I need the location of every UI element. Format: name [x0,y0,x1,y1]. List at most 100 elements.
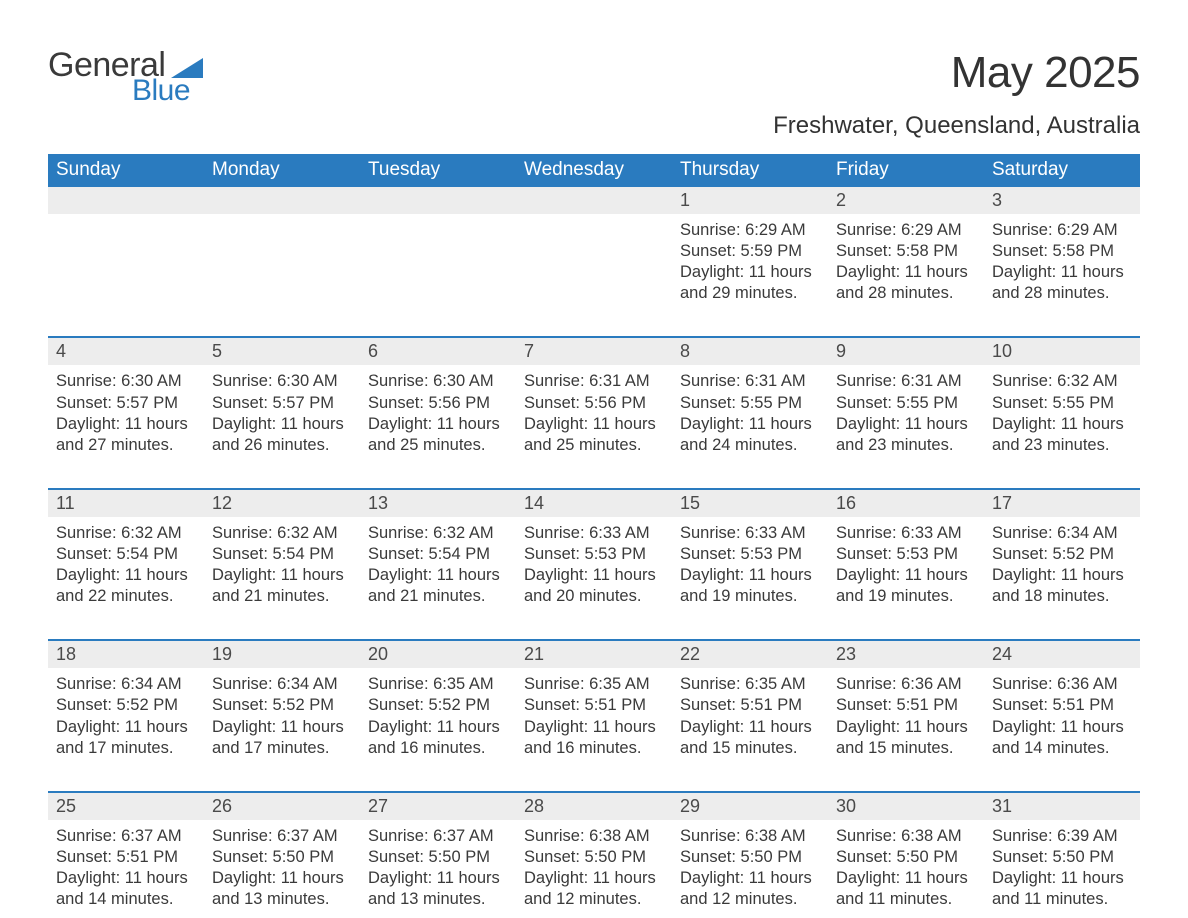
day-cell: Sunrise: 6:35 AMSunset: 5:52 PMDaylight:… [360,668,516,766]
day-cell [360,214,516,312]
sunrise-text: Sunrise: 6:38 AM [836,826,976,847]
daylight-text: Daylight: 11 hours and 21 minutes. [212,565,352,607]
sunset-text: Sunset: 5:54 PM [368,544,508,565]
sunset-text: Sunset: 5:50 PM [524,847,664,868]
day-cell: Sunrise: 6:32 AMSunset: 5:54 PMDaylight:… [360,517,516,615]
day-number: 14 [516,490,672,517]
day-number [516,187,672,214]
sunset-text: Sunset: 5:51 PM [992,695,1132,716]
day-cell [48,214,204,312]
day-number: 11 [48,490,204,517]
day-number-row: 11121314151617 [48,490,1140,517]
day-cell: Sunrise: 6:37 AMSunset: 5:50 PMDaylight:… [360,820,516,918]
sunrise-text: Sunrise: 6:37 AM [212,826,352,847]
day-cell: Sunrise: 6:33 AMSunset: 5:53 PMDaylight:… [672,517,828,615]
month-title: May 2025 [773,48,1140,98]
day-number [48,187,204,214]
day-number: 13 [360,490,516,517]
day-cell: Sunrise: 6:36 AMSunset: 5:51 PMDaylight:… [984,668,1140,766]
sunset-text: Sunset: 5:51 PM [836,695,976,716]
day-cell: Sunrise: 6:37 AMSunset: 5:51 PMDaylight:… [48,820,204,918]
sunrise-text: Sunrise: 6:29 AM [992,220,1132,241]
sunset-text: Sunset: 5:55 PM [680,393,820,414]
sunrise-text: Sunrise: 6:33 AM [524,523,664,544]
week-row: 18192021222324Sunrise: 6:34 AMSunset: 5:… [48,639,1140,766]
sunset-text: Sunset: 5:51 PM [56,847,196,868]
sunrise-text: Sunrise: 6:35 AM [680,674,820,695]
day-cell: Sunrise: 6:34 AMSunset: 5:52 PMDaylight:… [204,668,360,766]
daylight-text: Daylight: 11 hours and 11 minutes. [992,868,1132,910]
daylight-text: Daylight: 11 hours and 26 minutes. [212,414,352,456]
day-number: 23 [828,641,984,668]
sunset-text: Sunset: 5:57 PM [212,393,352,414]
sunrise-text: Sunrise: 6:34 AM [212,674,352,695]
week-row: 25262728293031Sunrise: 6:37 AMSunset: 5:… [48,791,1140,918]
day-header-friday: Friday [828,154,984,187]
daylight-text: Daylight: 11 hours and 16 minutes. [524,717,664,759]
day-number: 12 [204,490,360,517]
sunrise-text: Sunrise: 6:33 AM [680,523,820,544]
sunset-text: Sunset: 5:50 PM [992,847,1132,868]
sunrise-text: Sunrise: 6:32 AM [368,523,508,544]
day-cell [516,214,672,312]
sunset-text: Sunset: 5:50 PM [212,847,352,868]
sunrise-text: Sunrise: 6:32 AM [992,371,1132,392]
sunrise-text: Sunrise: 6:38 AM [680,826,820,847]
sunset-text: Sunset: 5:50 PM [680,847,820,868]
day-number: 8 [672,338,828,365]
day-number: 16 [828,490,984,517]
day-number-row: 45678910 [48,338,1140,365]
sunset-text: Sunset: 5:55 PM [836,393,976,414]
day-number: 17 [984,490,1140,517]
daylight-text: Daylight: 11 hours and 19 minutes. [836,565,976,607]
day-header-tuesday: Tuesday [360,154,516,187]
day-number-row: 123 [48,187,1140,214]
day-number: 1 [672,187,828,214]
day-cell: Sunrise: 6:36 AMSunset: 5:51 PMDaylight:… [828,668,984,766]
sunset-text: Sunset: 5:50 PM [368,847,508,868]
day-number: 4 [48,338,204,365]
daylight-text: Daylight: 11 hours and 25 minutes. [524,414,664,456]
day-cell: Sunrise: 6:38 AMSunset: 5:50 PMDaylight:… [672,820,828,918]
sunset-text: Sunset: 5:57 PM [56,393,196,414]
brand-logo-top: General [48,48,203,82]
sunrise-text: Sunrise: 6:34 AM [992,523,1132,544]
day-cell: Sunrise: 6:30 AMSunset: 5:57 PMDaylight:… [204,365,360,463]
daylight-text: Daylight: 11 hours and 21 minutes. [368,565,508,607]
day-number: 22 [672,641,828,668]
day-cell: Sunrise: 6:39 AMSunset: 5:50 PMDaylight:… [984,820,1140,918]
day-cell: Sunrise: 6:30 AMSunset: 5:57 PMDaylight:… [48,365,204,463]
sunrise-text: Sunrise: 6:31 AM [524,371,664,392]
sunset-text: Sunset: 5:58 PM [836,241,976,262]
sunset-text: Sunset: 5:52 PM [368,695,508,716]
daylight-text: Daylight: 11 hours and 15 minutes. [836,717,976,759]
sunrise-text: Sunrise: 6:35 AM [524,674,664,695]
daylight-text: Daylight: 11 hours and 23 minutes. [992,414,1132,456]
daylight-text: Daylight: 11 hours and 15 minutes. [680,717,820,759]
sunrise-text: Sunrise: 6:30 AM [212,371,352,392]
sunset-text: Sunset: 5:53 PM [680,544,820,565]
week-row: 11121314151617Sunrise: 6:32 AMSunset: 5:… [48,488,1140,615]
day-number: 21 [516,641,672,668]
sunset-text: Sunset: 5:52 PM [56,695,196,716]
day-cell: Sunrise: 6:37 AMSunset: 5:50 PMDaylight:… [204,820,360,918]
day-number [360,187,516,214]
week-row: 45678910Sunrise: 6:30 AMSunset: 5:57 PMD… [48,336,1140,463]
day-cell: Sunrise: 6:35 AMSunset: 5:51 PMDaylight:… [516,668,672,766]
day-cell: Sunrise: 6:33 AMSunset: 5:53 PMDaylight:… [516,517,672,615]
daylight-text: Daylight: 11 hours and 22 minutes. [56,565,196,607]
day-cell: Sunrise: 6:32 AMSunset: 5:54 PMDaylight:… [48,517,204,615]
day-number: 10 [984,338,1140,365]
sunset-text: Sunset: 5:59 PM [680,241,820,262]
sunrise-text: Sunrise: 6:29 AM [680,220,820,241]
brand-blue-text: Blue [132,76,203,106]
day-number: 27 [360,793,516,820]
sunrise-text: Sunrise: 6:30 AM [368,371,508,392]
daylight-text: Daylight: 11 hours and 16 minutes. [368,717,508,759]
day-number: 3 [984,187,1140,214]
day-number: 5 [204,338,360,365]
sunset-text: Sunset: 5:51 PM [680,695,820,716]
day-cell [204,214,360,312]
day-cell: Sunrise: 6:31 AMSunset: 5:55 PMDaylight:… [828,365,984,463]
day-cell: Sunrise: 6:34 AMSunset: 5:52 PMDaylight:… [984,517,1140,615]
